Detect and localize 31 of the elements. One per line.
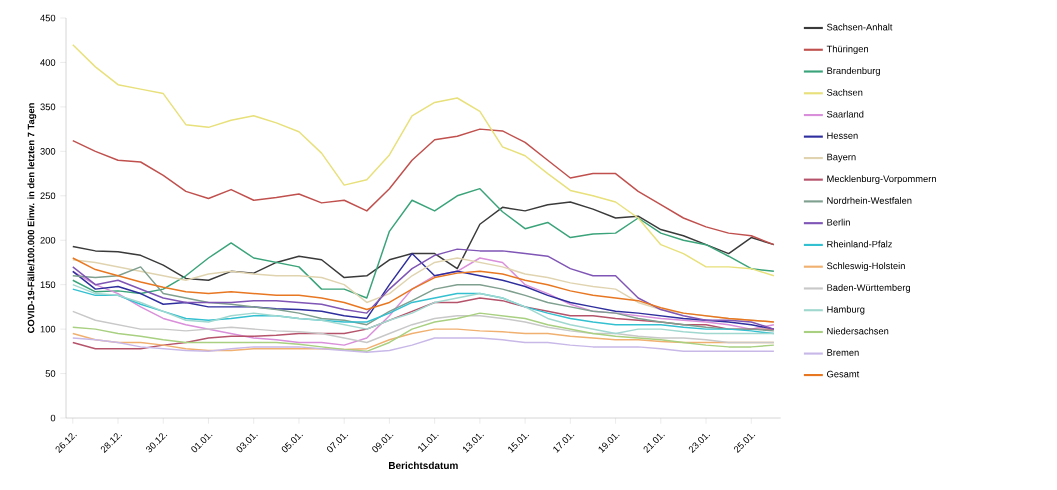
legend-label: Brandenburg bbox=[827, 67, 880, 76]
legend-label: Bayern bbox=[827, 153, 856, 163]
line-series bbox=[72, 43, 775, 277]
y-tick-label: 50 bbox=[45, 370, 56, 377]
y-tick-label: 200 bbox=[40, 236, 56, 244]
legend-label: Thüringen bbox=[826, 45, 868, 55]
y-tick-label: 350 bbox=[40, 103, 56, 111]
legend-label: Sachsen-Anhalt bbox=[826, 23, 893, 31]
y-tick-label: 400 bbox=[40, 59, 56, 66]
legend-label: Mecklenburg-Vorpommern bbox=[827, 175, 936, 184]
y-tick-label: 0 bbox=[50, 414, 56, 422]
legend-label: Hessen bbox=[827, 132, 858, 139]
legend-label: Saarland bbox=[826, 110, 864, 118]
legend-label: Berlin bbox=[827, 218, 850, 226]
legend-label: Sachsen bbox=[826, 88, 863, 96]
line-series bbox=[72, 128, 775, 246]
legend-label: Nordrhein-Westfalen bbox=[827, 197, 912, 204]
x-axis-title: Berichtsdatum bbox=[389, 461, 458, 470]
legend-label: Hamburg bbox=[827, 305, 865, 315]
y-tick-label: 100 bbox=[40, 325, 56, 333]
legend-label: Baden-Württemberg bbox=[827, 284, 910, 293]
y-tick-label: 150 bbox=[40, 281, 56, 288]
y-tick-label: 250 bbox=[40, 192, 56, 200]
y-tick-label: 300 bbox=[40, 148, 56, 155]
legend-label: Bremen bbox=[827, 349, 859, 356]
legend-label: Schleswig-Holstein bbox=[826, 262, 905, 272]
y-tick-label: 450 bbox=[40, 14, 56, 22]
legend-label: Niedersachsen bbox=[827, 327, 889, 335]
legend-label: Gesamt bbox=[827, 370, 860, 378]
legend-label: Rheinland-Pfalz bbox=[827, 240, 892, 248]
y-axis-title: COVID-19-Fälle/100.000 Einw. in den letzten 7 Tagen bbox=[27, 103, 37, 333]
